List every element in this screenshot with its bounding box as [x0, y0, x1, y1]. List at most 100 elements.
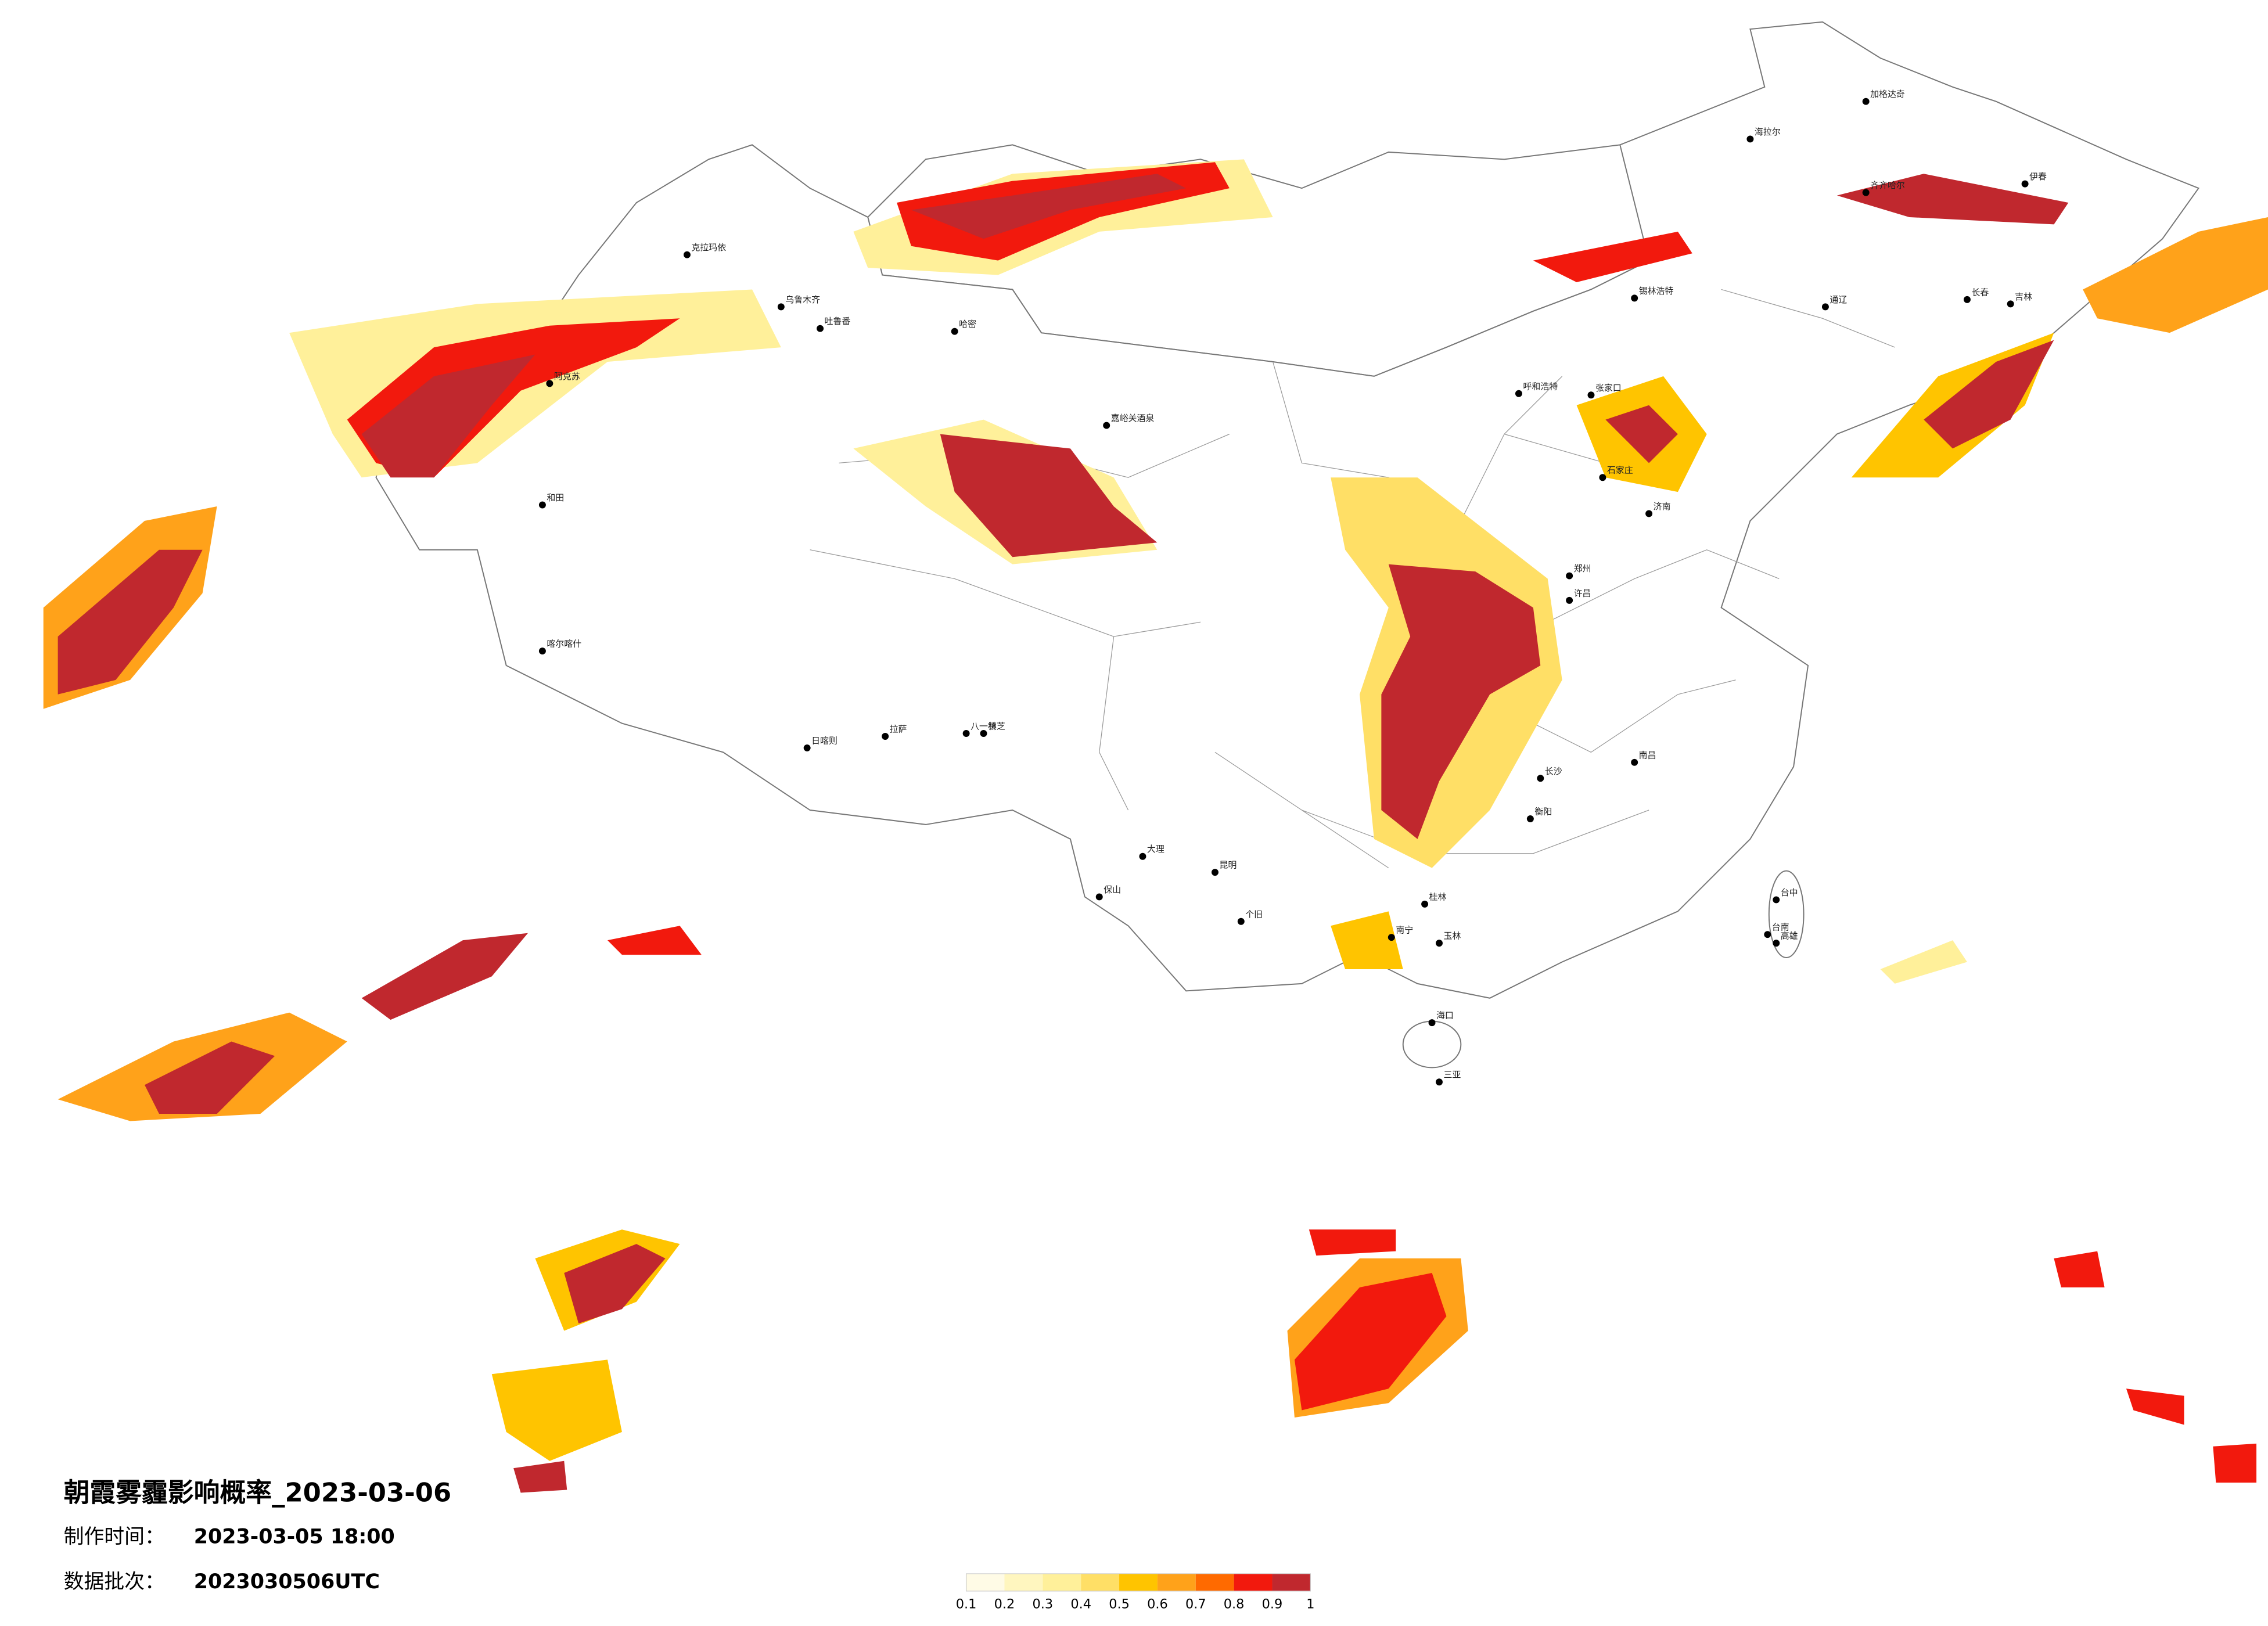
made-time-label: 制作时间： [64, 1526, 165, 1549]
legend-label: 0.3 [1033, 1597, 1054, 1612]
city-dot [1599, 474, 1606, 481]
city-dot [962, 730, 970, 738]
city-label: 伊春 [2029, 171, 2047, 182]
city-label: 南昌 [1639, 750, 1656, 760]
haze-area [2083, 217, 2268, 333]
city-label: 昆明 [1219, 860, 1237, 870]
legend-label: 0.1 [956, 1597, 977, 1612]
haze-area [145, 1041, 275, 1114]
haze-area [513, 1460, 567, 1493]
city-label: 通辽 [1830, 294, 1847, 305]
city-label: 海拉尔 [1755, 127, 1781, 137]
china-outline [375, 21, 2200, 999]
city-label: 嘉峪关酒泉 [1111, 413, 1155, 423]
city-label: 乌鲁木齐 [785, 294, 820, 305]
city-dot [1139, 852, 1146, 860]
haze-area [564, 1244, 666, 1324]
legend-label: 0.9 [1262, 1597, 1283, 1612]
city-dot [1421, 900, 1429, 908]
city-dot [2007, 300, 2014, 308]
city-dot [1388, 934, 1395, 941]
city-label: 许昌 [1574, 588, 1591, 598]
haze-area [57, 549, 203, 695]
haze-area [911, 174, 1187, 239]
city-dot [1515, 390, 1522, 397]
legend-swatch [1272, 1573, 1311, 1591]
haze-area [1924, 340, 2054, 449]
city-label: 衡阳 [1534, 806, 1552, 816]
haze-area [361, 933, 529, 1020]
city-dot [803, 744, 811, 751]
city-label: 长春 [1971, 287, 1989, 297]
city-dot [1526, 815, 1534, 822]
legend-label: 0.7 [1185, 1597, 1206, 1612]
city-label: 个旧 [1245, 909, 1263, 919]
city-dot [1821, 303, 1829, 311]
taiwan-outline [1768, 870, 1805, 959]
legend: 0.1 0.2 0.3 0.4 0.5 0.6 0.7 0.8 0.9 1 [956, 1573, 1314, 1612]
haze-area [1309, 1229, 1396, 1256]
city-label: 八一镇 [971, 721, 997, 732]
city-label: 台南 [1772, 922, 1789, 933]
hainan-outline [1402, 1020, 1462, 1069]
city-dot [1631, 294, 1638, 302]
city-label: 呼和浩特 [1523, 381, 1558, 391]
city-dot [1645, 510, 1653, 517]
city-label: 克拉玛依 [691, 242, 726, 253]
made-time: 2023-03-05 18:00 [194, 1526, 395, 1549]
city-label: 三亚 [1443, 1070, 1461, 1080]
city-dot [1237, 918, 1245, 925]
city-dot [546, 380, 553, 387]
city-label: 玉林 [1443, 931, 1461, 941]
city-dot [1587, 391, 1595, 399]
legend-label: 1 [1306, 1597, 1314, 1612]
legend-swatch [1043, 1573, 1081, 1591]
city-dot [2021, 180, 2029, 188]
haze-area [361, 354, 535, 478]
city-dot [1631, 758, 1638, 766]
city-dot [1103, 422, 1110, 429]
city-dot [951, 328, 958, 335]
city-dot [1964, 296, 1971, 303]
city-label: 喀尔喀什 [547, 639, 581, 649]
batch-label: 数据批次： [64, 1570, 165, 1593]
city-label: 阿克苏 [554, 371, 580, 382]
legend-label: 0.5 [1109, 1597, 1130, 1612]
city-dot [980, 730, 987, 738]
city-dot [777, 303, 785, 311]
haze-area [1605, 405, 1678, 463]
legend-label: 0.6 [1147, 1597, 1168, 1612]
city-label: 吉林 [2015, 292, 2032, 302]
legend-label: 0.4 [1070, 1597, 1091, 1612]
city-dot [683, 251, 691, 258]
borders [375, 21, 2200, 1069]
batch: 2023030506UTC [194, 1570, 380, 1593]
city-label: 齐齐哈尔 [1870, 180, 1905, 190]
city-dot [538, 647, 546, 655]
legend-swatch [1157, 1573, 1196, 1591]
legend-label: 0.2 [994, 1597, 1015, 1612]
info: 朝霞雾霾影响概率_2023-03-06 制作时间： 2023-03-05 18:… [64, 1477, 452, 1593]
city-dot [1436, 1078, 1443, 1086]
city-label: 日喀则 [811, 735, 838, 746]
legend-swatch [1195, 1573, 1234, 1591]
legend-frame [965, 1573, 1311, 1592]
city-dot [1211, 869, 1219, 876]
haze-area [1294, 1272, 1447, 1411]
haze-area [1381, 564, 1541, 839]
haze-area [2126, 1388, 2184, 1425]
haze-area [2054, 1251, 2105, 1287]
city-label: 高雄 [1781, 931, 1798, 941]
legend-swatch [1119, 1573, 1158, 1591]
city-label: 保山 [1104, 884, 1121, 895]
city-dot [1566, 572, 1573, 580]
haze-areas [43, 159, 2268, 1493]
haze-area [2213, 1443, 2257, 1483]
city-label: 吐鲁番 [825, 316, 851, 326]
city-label: 海口 [1436, 1010, 1454, 1021]
city-label: 南宁 [1396, 925, 1413, 936]
city-dot [1773, 940, 1780, 947]
